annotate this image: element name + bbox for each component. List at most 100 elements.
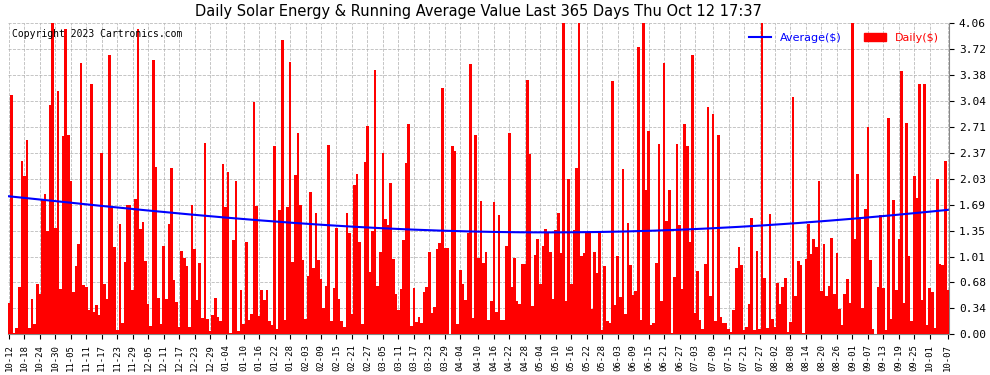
Bar bbox=[755, 251, 758, 334]
Bar bbox=[159, 324, 162, 334]
Bar bbox=[604, 266, 606, 334]
Bar bbox=[283, 320, 286, 334]
Bar bbox=[140, 229, 142, 334]
Bar bbox=[61, 135, 64, 334]
Bar bbox=[768, 214, 771, 334]
Bar bbox=[482, 263, 485, 334]
Bar bbox=[813, 239, 815, 334]
Legend: Average($), Daily($): Average($), Daily($) bbox=[744, 28, 943, 48]
Bar bbox=[797, 261, 800, 334]
Bar bbox=[742, 330, 745, 334]
Bar bbox=[428, 252, 431, 334]
Bar bbox=[921, 300, 924, 334]
Bar bbox=[124, 262, 127, 334]
Bar bbox=[856, 174, 859, 334]
Bar bbox=[82, 285, 85, 334]
Bar bbox=[413, 288, 415, 334]
Bar bbox=[946, 290, 949, 334]
Bar bbox=[49, 105, 51, 334]
Bar bbox=[10, 95, 13, 334]
Bar bbox=[717, 135, 720, 334]
Bar bbox=[402, 240, 405, 334]
Bar bbox=[307, 276, 310, 334]
Bar bbox=[735, 268, 738, 334]
Bar bbox=[439, 243, 441, 334]
Bar bbox=[376, 286, 379, 334]
Bar bbox=[567, 179, 570, 334]
Bar bbox=[760, 23, 763, 334]
Bar bbox=[426, 287, 428, 334]
Bar bbox=[8, 303, 10, 334]
Bar bbox=[252, 102, 255, 334]
Bar bbox=[461, 284, 464, 334]
Bar bbox=[583, 253, 585, 334]
Bar bbox=[333, 288, 336, 334]
Bar bbox=[90, 84, 93, 334]
Bar bbox=[585, 233, 588, 334]
Bar bbox=[346, 213, 348, 334]
Bar bbox=[54, 228, 56, 334]
Bar bbox=[286, 207, 289, 334]
Bar bbox=[180, 251, 183, 334]
Bar bbox=[593, 252, 596, 334]
Bar bbox=[268, 321, 270, 334]
Bar bbox=[257, 316, 260, 334]
Bar bbox=[98, 315, 100, 334]
Bar bbox=[905, 123, 908, 334]
Bar bbox=[707, 106, 709, 334]
Bar bbox=[310, 192, 312, 334]
Bar bbox=[655, 263, 657, 334]
Bar bbox=[255, 206, 257, 334]
Bar bbox=[453, 150, 456, 334]
Bar bbox=[763, 278, 766, 334]
Bar bbox=[323, 308, 325, 334]
Bar bbox=[219, 321, 222, 334]
Bar bbox=[644, 190, 647, 334]
Bar bbox=[121, 323, 124, 334]
Bar bbox=[750, 217, 753, 334]
Bar bbox=[165, 299, 167, 334]
Bar bbox=[72, 292, 74, 334]
Bar bbox=[498, 215, 500, 334]
Bar bbox=[939, 264, 941, 334]
Bar bbox=[580, 256, 583, 334]
Bar bbox=[895, 290, 898, 334]
Bar bbox=[781, 286, 784, 334]
Bar bbox=[273, 146, 276, 334]
Bar bbox=[129, 205, 132, 334]
Bar bbox=[21, 160, 23, 334]
Bar bbox=[230, 333, 232, 334]
Bar bbox=[392, 260, 395, 334]
Bar bbox=[294, 175, 297, 334]
Bar bbox=[381, 153, 384, 334]
Bar bbox=[320, 279, 323, 334]
Bar bbox=[900, 71, 903, 334]
Bar bbox=[725, 322, 728, 334]
Bar bbox=[469, 63, 472, 334]
Bar bbox=[217, 317, 219, 334]
Bar bbox=[495, 312, 498, 334]
Bar bbox=[519, 304, 521, 334]
Bar bbox=[51, 23, 54, 334]
Bar bbox=[248, 320, 250, 334]
Bar bbox=[859, 217, 861, 334]
Bar bbox=[315, 213, 317, 334]
Bar bbox=[521, 264, 524, 334]
Bar bbox=[624, 314, 627, 334]
Bar bbox=[885, 330, 887, 334]
Bar bbox=[606, 321, 609, 334]
Bar bbox=[853, 239, 856, 334]
Bar bbox=[691, 55, 694, 334]
Bar bbox=[709, 296, 712, 334]
Bar bbox=[479, 201, 482, 334]
Bar bbox=[596, 273, 598, 334]
Bar bbox=[328, 146, 330, 334]
Bar bbox=[524, 264, 526, 334]
Bar bbox=[185, 266, 188, 334]
Bar bbox=[892, 200, 895, 334]
Bar bbox=[681, 290, 683, 334]
Bar bbox=[289, 62, 291, 334]
Bar bbox=[355, 174, 358, 334]
Bar bbox=[926, 325, 929, 334]
Bar bbox=[649, 325, 652, 334]
